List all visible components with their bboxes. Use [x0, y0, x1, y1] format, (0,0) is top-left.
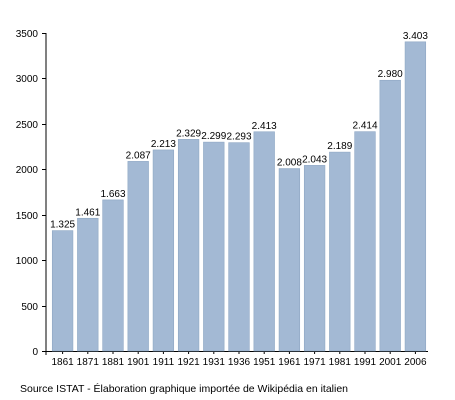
data-label-2001: 2.980: [378, 69, 403, 80]
x-tick-label-1931: 1931: [203, 357, 226, 368]
bar-1971: [303, 165, 326, 352]
data-label-1961: 2.008: [277, 158, 302, 169]
y-tick-label: 1000: [16, 256, 39, 267]
bar-1861: [51, 230, 74, 352]
bar-1991: [354, 131, 376, 352]
bar-1911: [152, 149, 175, 352]
x-tick-label-1991: 1991: [354, 357, 377, 368]
data-label-1911: 2.213: [151, 139, 176, 150]
data-label-1861: 1.325: [50, 220, 75, 231]
y-tick-label: 2500: [16, 120, 39, 131]
x-tick-label-1981: 1981: [329, 357, 352, 368]
x-tick-label-2006: 2006: [404, 357, 427, 368]
x-tick-label-1971: 1971: [303, 357, 326, 368]
data-label-1871: 1.461: [75, 207, 100, 218]
x-tick-label-1921: 1921: [177, 357, 200, 368]
y-axis: 0 500 1000 1500 2000 2500 3000 3500: [16, 29, 47, 358]
bar-1961: [278, 168, 301, 352]
data-label-1936: 2.293: [226, 132, 251, 143]
bar-1936: [228, 142, 250, 352]
bar-1931: [203, 141, 225, 352]
x-tick-label-1961: 1961: [278, 357, 301, 368]
bar-2006: [404, 41, 427, 352]
data-label-1931: 2.299: [201, 131, 226, 142]
source-note: Source ISTAT - Élaboration graphique imp…: [20, 383, 349, 395]
y-tick-label: 3500: [16, 29, 39, 40]
data-label-1991: 2.414: [352, 121, 377, 132]
x-tick-label-1871: 1871: [77, 357, 100, 368]
x-tick-label-1881: 1881: [102, 357, 125, 368]
data-label-1951: 2.413: [252, 121, 277, 132]
data-label-1901: 2.087: [126, 150, 151, 161]
x-tick-label-1911: 1911: [153, 357, 175, 368]
x-tick-label-1861: 1861: [51, 357, 74, 368]
x-tick-label-2001: 2001: [379, 357, 402, 368]
y-tick-label: 500: [21, 302, 38, 313]
x-tick-label-1951: 1951: [253, 357, 276, 368]
y-tick-label: 2000: [16, 165, 39, 176]
data-label-1921: 2.329: [176, 128, 201, 139]
bar-1881: [102, 199, 124, 352]
bar-1901: [127, 161, 149, 352]
data-label-1881: 1.663: [100, 189, 125, 200]
bar-2001: [379, 79, 401, 352]
data-label-1981: 2.189: [327, 141, 352, 152]
x-axis: 1861 1871 1881 1901 1911 1921 1931 1936 1951 1961…: [42, 351, 428, 368]
data-label-1971: 2.043: [302, 154, 327, 165]
y-tick-label: 3000: [16, 74, 39, 85]
x-tick-label-1901: 1901: [127, 357, 150, 368]
bar-1951: [253, 131, 275, 352]
bar-1921: [177, 139, 200, 352]
bar-1981: [329, 151, 351, 352]
y-tick-label: 1500: [16, 211, 39, 222]
bar-1871: [77, 217, 99, 352]
bars-group: [51, 41, 427, 352]
y-tick-label: 0: [32, 347, 38, 358]
data-label-2006: 3.403: [403, 31, 428, 42]
x-tick-label-1936: 1936: [228, 357, 251, 368]
